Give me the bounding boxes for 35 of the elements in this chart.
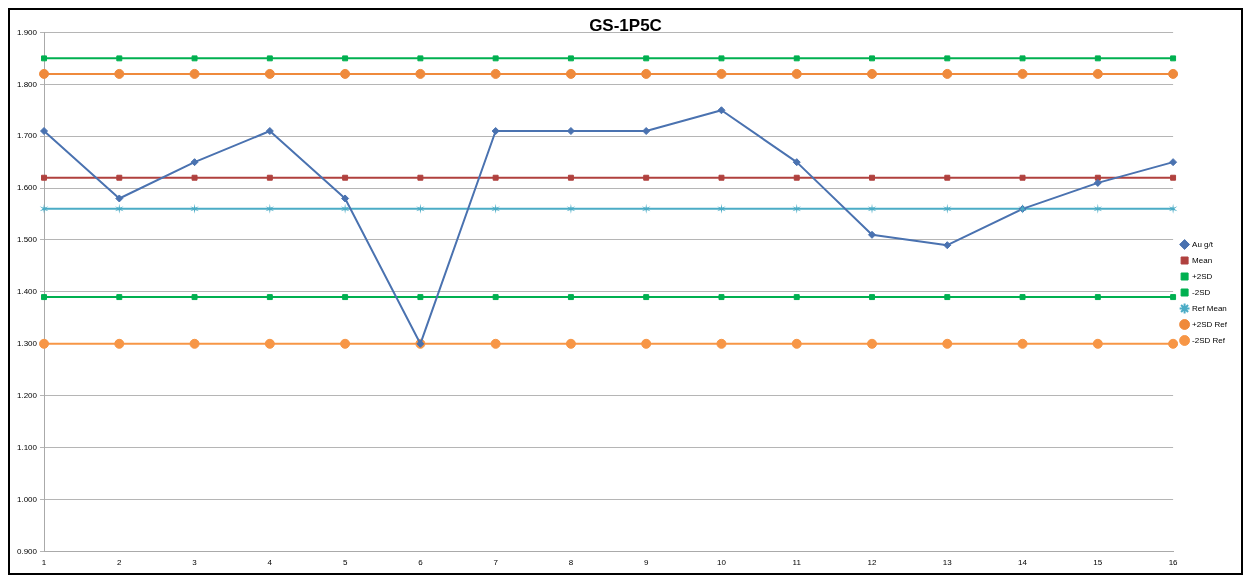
x-tick-label: 2 [117, 558, 123, 568]
x-tick-label: 12 [867, 558, 877, 568]
legend-label: Ref Mean [1192, 303, 1227, 313]
legend-label: Au g/t [1192, 239, 1214, 249]
legend-label: -2SD [1192, 287, 1211, 297]
legend-label: +2SD Ref [1192, 319, 1228, 329]
x-tick-label: 16 [1168, 558, 1179, 568]
y-tick-label: 0.900 [16, 546, 38, 556]
y-tick-label: 1.300 [16, 339, 38, 348]
y-tick-label: 1.200 [16, 390, 38, 400]
x-tick-label: 3 [192, 558, 198, 568]
y-tick-label: 1.000 [16, 494, 38, 504]
x-tick-label: 9 [643, 558, 649, 568]
x-tick-label: 10 [717, 558, 727, 568]
legend-label: Mean [1192, 255, 1213, 265]
x-tick-label: 5 [342, 558, 348, 568]
x-tick-label: 8 [568, 558, 574, 568]
x-tick-label: 11 [792, 558, 802, 568]
x-tick-label: 13 [942, 558, 953, 568]
y-tick-label: 1.600 [16, 183, 38, 193]
y-tick-label: 1.100 [16, 442, 38, 452]
x-tick-label: 14 [1018, 558, 1028, 568]
x-tick-label: 4 [267, 558, 273, 568]
x-tick-label: 6 [418, 558, 424, 568]
y-tick-label: 1.500 [16, 235, 38, 245]
legend-label: +2SD [1192, 271, 1213, 281]
x-tick-label: 15 [1093, 558, 1103, 568]
x-tick-label: 1 [41, 558, 47, 568]
x-tick-label: 7 [493, 558, 499, 568]
y-tick-label: 1.400 [16, 287, 38, 297]
legend-label: -2SD Ref [1192, 335, 1226, 345]
chart-title: GS-1P5C [589, 15, 662, 35]
y-tick-label: 1.800 [16, 79, 38, 89]
y-tick-label: 1.700 [16, 131, 38, 141]
y-tick-label: 1.900 [16, 27, 38, 37]
